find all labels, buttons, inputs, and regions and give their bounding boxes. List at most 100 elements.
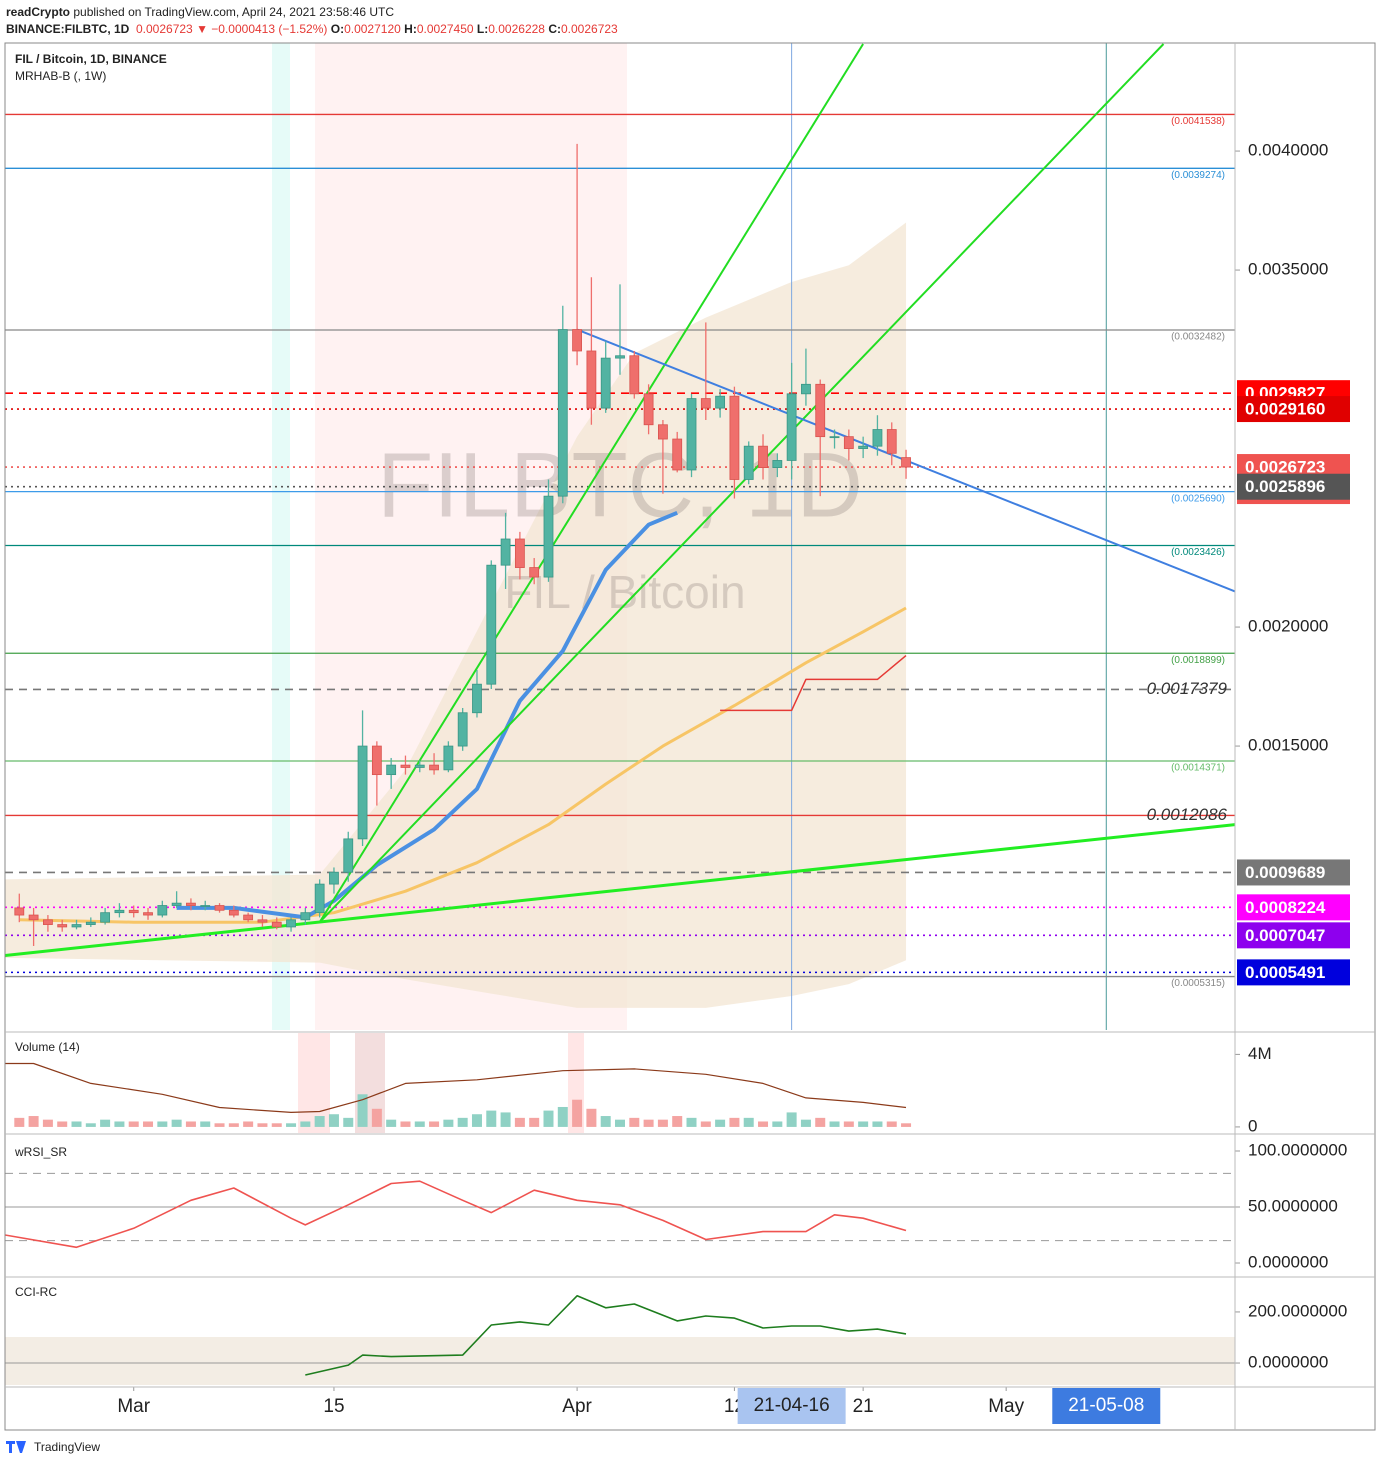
volume-bar <box>386 1119 397 1127</box>
candle-body <box>500 538 511 566</box>
level-label: (0.0041538) <box>1171 116 1225 127</box>
volume-bar <box>471 1114 482 1127</box>
header: readCrypto published on TradingView.com,… <box>6 4 618 38</box>
pane-title: Volume (14) <box>15 1040 80 1054</box>
candle-body <box>186 902 196 906</box>
y-tick-label: 0.0000000 <box>1248 1353 1328 1372</box>
ohlc-key: L: <box>476 22 489 36</box>
y-tick-label: 0.0035000 <box>1248 260 1328 279</box>
candle-body <box>572 329 582 352</box>
highlight-region <box>298 1033 330 1133</box>
volume-bar <box>214 1123 225 1127</box>
volume-pane <box>5 1062 912 1127</box>
volume-bar <box>500 1112 511 1127</box>
overlay-line <box>176 510 678 920</box>
volume-bar <box>629 1117 640 1127</box>
candle-body <box>329 871 339 885</box>
wrsi-pane <box>5 1172 1235 1249</box>
change: ▼ −0.0000413 (−1.52%) <box>196 22 328 36</box>
candle-body <box>43 919 53 925</box>
level-label: (0.0023426) <box>1171 547 1225 558</box>
volume-bar <box>543 1110 554 1127</box>
y-tick-label: 100.0000000 <box>1248 1140 1347 1159</box>
candle-body <box>371 745 382 776</box>
candle-body <box>57 924 68 928</box>
ohlc-value: 0.0026723 <box>560 22 618 36</box>
x-marker-box <box>737 1388 846 1424</box>
candle-body <box>443 745 454 771</box>
indicator-line <box>305 1295 907 1376</box>
x-tick-label: Mar <box>117 1396 150 1417</box>
candle-body <box>686 398 697 471</box>
price-tag <box>1237 959 1350 986</box>
ohlc-value: 0.0027120 <box>344 22 401 36</box>
volume-bar <box>800 1119 811 1127</box>
candle-body <box>472 683 482 714</box>
volume-ma <box>5 1062 907 1114</box>
volume-bar <box>314 1116 325 1127</box>
candle-body <box>629 355 640 395</box>
ohlc-key: H: <box>404 22 417 36</box>
candle-body <box>128 909 139 914</box>
x-tick-label: May <box>988 1396 1024 1417</box>
author: readCrypto <box>6 5 71 19</box>
candle-body <box>843 436 854 449</box>
volume-bar <box>157 1121 168 1127</box>
x-marker-box <box>1052 1388 1161 1424</box>
level-label: (0.0025690) <box>1171 493 1225 504</box>
overlay-line <box>318 43 1165 923</box>
candle-body <box>100 912 111 923</box>
ohlc-value: 0.0027450 <box>416 22 474 36</box>
overlay-line <box>318 43 864 923</box>
y-tick-label: 0.0000000 <box>1248 1252 1328 1271</box>
y-tick-label: 0 <box>1248 1116 1257 1135</box>
ohlc-key: O: <box>330 22 345 36</box>
x-tick-label: Apr <box>562 1396 592 1417</box>
volume-bar <box>71 1121 82 1127</box>
overlay-line <box>5 823 1235 957</box>
volume-bar <box>843 1121 854 1127</box>
level-label: (0.0032482) <box>1171 332 1225 343</box>
candle-body <box>343 838 354 873</box>
ohlc-key: C: <box>548 22 561 36</box>
y-tick-label: 0.0040000 <box>1248 141 1328 160</box>
volume-bar <box>243 1121 254 1127</box>
volume-bar <box>772 1121 783 1127</box>
volume-bar <box>743 1117 754 1127</box>
published: published on TradingView.com, April 24, … <box>73 5 395 19</box>
cci-band <box>5 1337 1235 1385</box>
footer: TradingView <box>34 1440 100 1454</box>
axes: 0.0040000 0.0035000 0.0020000 0.0015000 0.00… <box>117 141 1350 1424</box>
candle-body <box>300 912 311 921</box>
candle-body <box>715 395 726 409</box>
x-tick-label: 21 <box>853 1396 874 1417</box>
volume-bar <box>143 1121 154 1127</box>
volume-bar <box>443 1119 454 1127</box>
volume-bar <box>200 1121 211 1127</box>
volume-bar <box>57 1121 68 1127</box>
volume-bar <box>729 1117 740 1127</box>
candle-body <box>243 914 254 921</box>
volume-bar <box>486 1110 497 1127</box>
candle-body <box>486 564 497 685</box>
volume-bar <box>901 1123 912 1127</box>
volume-bar <box>872 1121 883 1127</box>
volume-bar <box>28 1116 39 1127</box>
volume-bar <box>643 1119 654 1127</box>
level-label: 0.0017379 <box>1147 679 1228 698</box>
candle-body <box>85 921 96 925</box>
candle-body <box>71 924 82 928</box>
candle-body <box>872 429 883 447</box>
candle-body <box>658 424 668 440</box>
indicator-line <box>5 1180 907 1249</box>
candle-body <box>772 460 783 468</box>
price-tag-label: 0.0025896 <box>1245 477 1325 496</box>
volume-bar <box>42 1119 53 1127</box>
level-label: (0.0039274) <box>1171 170 1225 181</box>
volume-bar <box>572 1099 583 1127</box>
y-tick-label: 200.0000000 <box>1248 1301 1347 1320</box>
last-price: 0.0026723 <box>136 22 193 36</box>
candle-body <box>615 355 625 359</box>
